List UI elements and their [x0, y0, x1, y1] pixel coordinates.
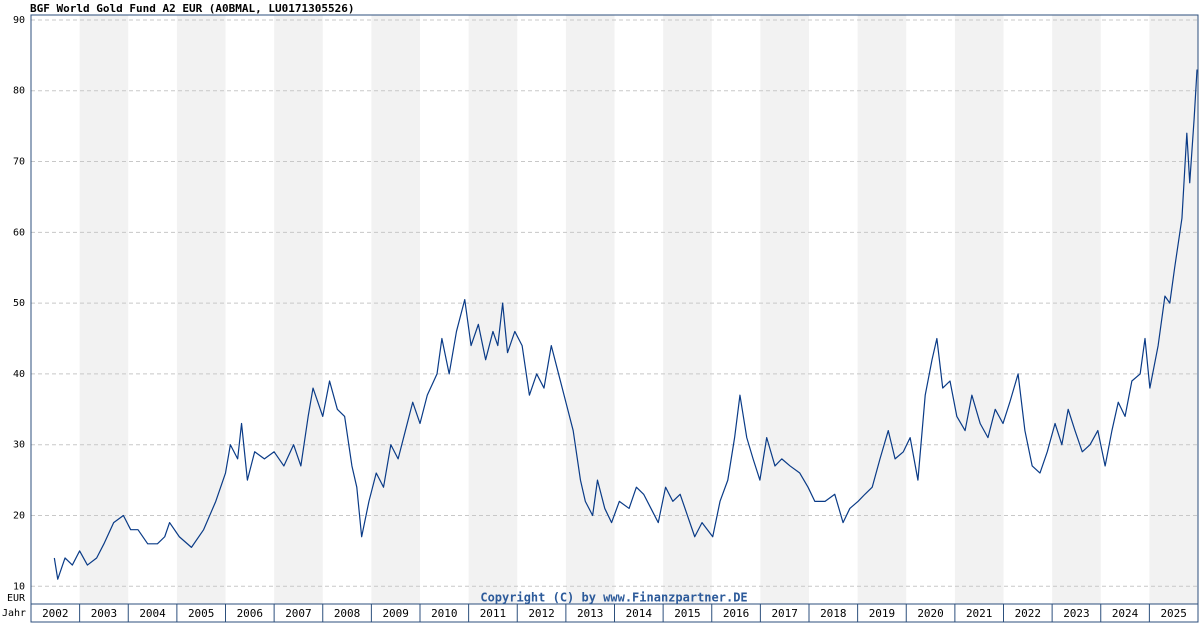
x-tick-label: 2007: [285, 607, 312, 620]
x-tick-label: 2023: [1063, 607, 1090, 620]
y-tick-label: 10: [13, 581, 25, 592]
y-tick-label: 50: [13, 298, 25, 309]
y-tick-label: 80: [13, 86, 25, 97]
x-tick-label: 2018: [820, 607, 847, 620]
year-band: [1052, 15, 1101, 604]
y-tick-label: 70: [13, 157, 25, 168]
x-tick-label: 2005: [188, 607, 215, 620]
year-band: [79, 15, 129, 604]
x-tick-label: 2002: [42, 607, 69, 620]
price-line: [53, 69, 1198, 580]
year-band: [468, 15, 518, 604]
copyright: Copyright (C) by www.Finanzpartner.DE: [480, 591, 747, 605]
y-tick-label: 60: [13, 227, 25, 238]
y-tick-label: 40: [13, 369, 25, 380]
x-tick-label: 2010: [431, 607, 458, 620]
year-band: [274, 15, 323, 604]
x-tick-label: 2009: [382, 607, 409, 620]
x-tick-label: 2022: [1015, 607, 1042, 620]
y-tick-label: 90: [13, 15, 25, 26]
x-tick-label: 2012: [528, 607, 555, 620]
x-tick-label: 2020: [917, 607, 944, 620]
x-tick-label: 2019: [869, 607, 896, 620]
x-tick-label: 2016: [723, 607, 750, 620]
x-tick-label: 2013: [577, 607, 604, 620]
year-band: [565, 15, 615, 604]
x-tick-label: 2011: [480, 607, 507, 620]
year-band: [857, 15, 907, 604]
y-axis-label: EUR: [7, 593, 26, 604]
year-band: [760, 15, 809, 604]
x-axis-label: Jahr: [2, 608, 26, 619]
chart-title: BGF World Gold Fund A2 EUR (A0BMAL, LU01…: [30, 2, 355, 15]
x-tick-label: 2024: [1112, 607, 1139, 620]
year-band: [176, 15, 226, 604]
x-tick-label: 2021: [966, 607, 993, 620]
year-band: [663, 15, 712, 604]
year-band: [371, 15, 420, 604]
year-strip: [30, 603, 1199, 623]
x-tick-label: 2025: [1160, 607, 1187, 620]
x-tick-label: 2003: [91, 607, 118, 620]
x-tick-label: 2017: [771, 607, 798, 620]
x-tick-label: 2015: [674, 607, 701, 620]
x-tick-label: 2014: [626, 607, 653, 620]
year-band: [1149, 15, 1198, 604]
x-tick-label: 2004: [139, 607, 166, 620]
y-tick-label: 20: [13, 511, 25, 522]
y-tick-label: 30: [13, 440, 25, 451]
year-band: [954, 15, 1004, 604]
x-tick-label: 2008: [334, 607, 361, 620]
x-tick-label: 2006: [237, 607, 264, 620]
